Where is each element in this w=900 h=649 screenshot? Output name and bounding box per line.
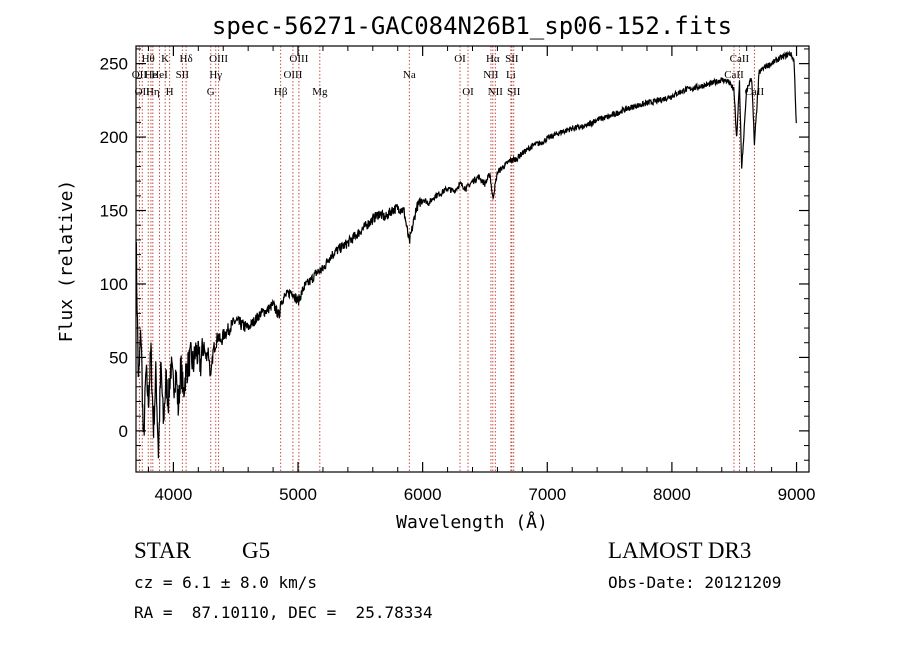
coordinates-text: RA = 87.10110, DEC = 25.78334 (134, 603, 433, 622)
y-tick-label: 150 (100, 202, 128, 221)
x-tick-label: 6000 (404, 485, 442, 504)
subclass-label: G5 (242, 538, 271, 563)
line-label: Hδ (180, 53, 193, 65)
y-tick-label: 100 (100, 275, 128, 294)
plot-frame (135, 45, 810, 473)
line-label: OII (135, 86, 151, 98)
x-tick-label: 8000 (653, 485, 691, 504)
line-label: K (161, 53, 169, 65)
emission-line-labels: OIIOIIHθHeHηHeIKHSIIHδGHγOIIIHβOIIIOIIIM… (132, 53, 765, 98)
emission-line-markers (138, 46, 755, 472)
x-axis: 4000 5000 6000 7000 8000 9000 (147, 46, 816, 504)
line-label: NII (488, 86, 504, 98)
survey-label: LAMOST DR3 (608, 538, 752, 563)
redshift-text: cz = 6.1 ± 8.0 km/s (134, 573, 318, 592)
line-label: H (166, 86, 174, 98)
x-tick-label: 7000 (528, 485, 566, 504)
line-label: Mg (312, 86, 328, 98)
line-label: Hα (486, 53, 500, 65)
x-tick-label: 4000 (154, 485, 192, 504)
line-label: He (145, 69, 158, 81)
y-tick-label: 250 (100, 55, 128, 74)
line-label: Li (506, 69, 516, 81)
line-label: CaII (724, 69, 744, 81)
x-tick-label: 5000 (279, 485, 317, 504)
line-label: Hη (146, 86, 160, 98)
y-tick-label: 50 (109, 348, 128, 367)
y-axis-label: Flux (relative) (56, 180, 77, 343)
line-label: OI (454, 53, 466, 65)
line-label: Hγ (209, 69, 222, 81)
line-label: Na (403, 69, 416, 81)
line-label: CaII (730, 53, 750, 65)
line-label: Hθ (142, 53, 155, 65)
line-label: OIII (283, 69, 302, 81)
line-label: SII (176, 69, 190, 81)
line-label: SII (505, 53, 519, 65)
line-label: Hβ (274, 86, 288, 98)
obs-date-text: Obs-Date: 20121209 (608, 573, 782, 592)
y-axis: 0 50 100 150 200 250 (100, 48, 809, 461)
line-label: HeI (151, 69, 168, 81)
line-label: NII (483, 69, 499, 81)
line-label: OIII (289, 53, 308, 65)
line-label: SII (507, 86, 521, 98)
line-label: OIII (209, 53, 228, 65)
y-tick-label: 0 (119, 422, 128, 441)
line-label: OI (462, 86, 474, 98)
chart-title: spec-56271-GAC084N26B1_sp06-152.fits (212, 12, 732, 40)
line-label: G (207, 86, 215, 98)
class-label: STAR (134, 538, 191, 563)
line-label: CaII (745, 86, 765, 98)
spectrum-line (135, 50, 797, 459)
x-tick-label: 9000 (778, 485, 816, 504)
y-tick-label: 200 (100, 128, 128, 147)
x-axis-label: Wavelength (Å) (396, 511, 548, 533)
